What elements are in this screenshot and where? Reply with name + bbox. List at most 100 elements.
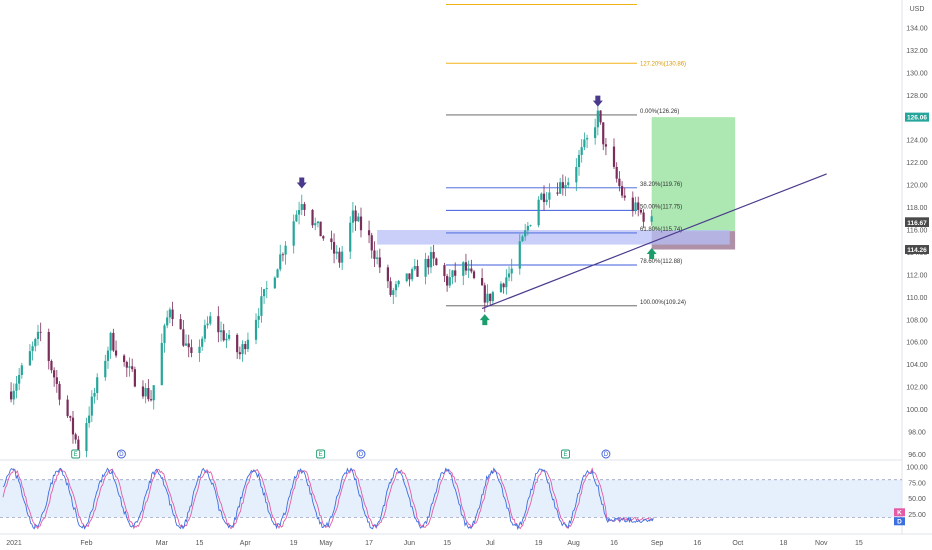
candle-body: [575, 167, 578, 183]
candle-body: [227, 334, 231, 339]
candle-body: [297, 210, 301, 215]
candle-body: [168, 309, 171, 318]
time-axis-label: 16: [694, 540, 702, 547]
candle-body: [470, 268, 473, 272]
candle-body: [187, 343, 190, 348]
candle-body: [335, 251, 338, 254]
candle-body: [416, 266, 419, 277]
candle-body: [31, 346, 34, 352]
candle-body: [85, 423, 88, 452]
candle-body: [634, 202, 637, 212]
candle-body: [594, 127, 597, 139]
fib-level-label: 78.60%(112.88): [640, 259, 682, 265]
candle-body: [491, 292, 494, 302]
candle-body: [585, 138, 589, 140]
candle-body: [499, 283, 503, 293]
candle-body: [28, 351, 32, 366]
time-axis-label: 19: [535, 540, 543, 547]
candle-body: [257, 315, 260, 320]
oscillator-axis-tick: 50.00: [908, 496, 926, 503]
candle-body: [620, 186, 624, 196]
candle-body: [357, 216, 360, 222]
candle-body: [359, 216, 363, 231]
candle-body: [448, 277, 451, 286]
candle-body: [637, 202, 640, 210]
candle-body: [567, 182, 570, 186]
candle-body: [507, 273, 511, 278]
candle-body: [55, 377, 58, 384]
earnings-event-icon: [561, 449, 570, 459]
candle-body: [521, 236, 524, 242]
candle-body: [12, 390, 15, 400]
candle-body: [341, 251, 344, 263]
candle-body: [69, 416, 72, 418]
time-axis-label: 18: [780, 540, 788, 547]
stoch-k-line: [2, 467, 654, 531]
candle-body: [74, 434, 77, 440]
candle-body: [486, 293, 489, 303]
time-axis-label: May: [319, 540, 333, 547]
arrow-down-icon: [296, 177, 307, 189]
time-axis-label: 15: [443, 540, 451, 547]
candle-body: [367, 230, 371, 236]
oscillator-axis-tick: 75.00: [908, 480, 926, 487]
candle-body: [338, 251, 341, 263]
candle-body: [472, 271, 476, 279]
trendline: [481, 173, 827, 310]
price-badge-label: 126.06: [907, 114, 927, 121]
candle-body: [322, 236, 325, 239]
earnings-event-label: E: [564, 452, 568, 458]
candle-body: [602, 122, 605, 145]
candle-body: [133, 369, 136, 387]
candle-body: [518, 241, 521, 269]
candle-body: [540, 193, 543, 200]
candle-body: [596, 110, 599, 128]
candle-body: [370, 235, 373, 251]
candle-body: [131, 366, 134, 370]
oscillator-band: [0, 479, 902, 518]
candle-body: [564, 185, 567, 188]
fib-level-label: 61.80%(115.74): [640, 227, 682, 233]
oscillator-badge-label: K: [897, 510, 902, 517]
currency-label: USD: [910, 6, 925, 13]
candle-body: [462, 262, 465, 276]
candle-body: [464, 262, 468, 271]
price-badge: [905, 245, 929, 255]
candle-body: [505, 277, 508, 288]
candle-body: [556, 192, 559, 194]
candle-body: [71, 417, 75, 435]
candle-body: [373, 250, 376, 259]
candle-body: [260, 296, 263, 316]
candle-body: [241, 344, 244, 355]
candle-body: [141, 386, 145, 397]
candle-body: [209, 316, 212, 324]
candle-body: [262, 289, 266, 297]
price-axis-tick: 134.00: [906, 26, 928, 33]
time-axis-label: Aug: [567, 540, 580, 547]
candle-body: [467, 268, 470, 271]
candle-body: [394, 284, 398, 291]
candle-body: [179, 319, 182, 330]
candle-body: [106, 350, 110, 361]
candle-body: [432, 252, 435, 259]
price-axis-tick: 100.00: [906, 407, 928, 414]
time-axis-label: 15: [855, 540, 863, 547]
candle-body: [284, 245, 287, 255]
candle-body: [615, 166, 618, 179]
candle-body: [526, 225, 529, 231]
candle-body: [265, 288, 268, 290]
candle-body: [104, 360, 107, 378]
candle-body: [217, 316, 220, 333]
price-badge: [905, 217, 929, 227]
price-badge-label: 114.26: [907, 247, 927, 254]
candle-body: [303, 204, 306, 210]
candle-body: [631, 197, 634, 212]
candle-body: [319, 221, 322, 237]
candle-body: [451, 270, 454, 278]
dividend-event-label: D: [119, 452, 124, 458]
fib-level-label: 50.00%(117.75): [640, 204, 682, 210]
candle-body: [18, 374, 21, 384]
candle-body: [413, 266, 416, 270]
candle-body: [225, 338, 228, 341]
